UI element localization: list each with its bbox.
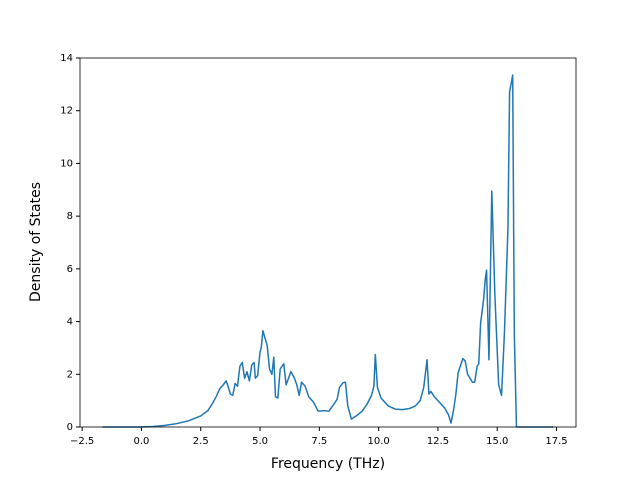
y-tick-label: 14 (60, 53, 73, 64)
x-tick-label: 12.5 (427, 436, 449, 447)
x-tick-label: 5.0 (252, 436, 268, 447)
y-tick-label: 4 (67, 317, 73, 328)
x-tick-label: 7.5 (311, 436, 327, 447)
x-tick-label: 17.5 (545, 436, 567, 447)
x-tick-label: −2.5 (70, 436, 94, 447)
y-tick-label: 8 (67, 211, 73, 222)
x-tick-label: 2.5 (193, 436, 209, 447)
plot-frame (79, 57, 577, 428)
dos-line (102, 74, 554, 428)
x-tick-label: 15.0 (486, 436, 508, 447)
y-tick-label: 0 (67, 422, 73, 433)
x-tick-label: 10.0 (368, 436, 390, 447)
y-tick-label: 10 (60, 158, 73, 169)
y-tick-label: 6 (67, 264, 73, 275)
y-tick-label: 12 (60, 106, 73, 117)
x-tick-label: 0.0 (133, 436, 149, 447)
y-axis-label: Density of States (28, 182, 44, 302)
x-axis-label: Frequency (THz) (271, 456, 385, 472)
y-tick-label: 2 (67, 369, 73, 380)
